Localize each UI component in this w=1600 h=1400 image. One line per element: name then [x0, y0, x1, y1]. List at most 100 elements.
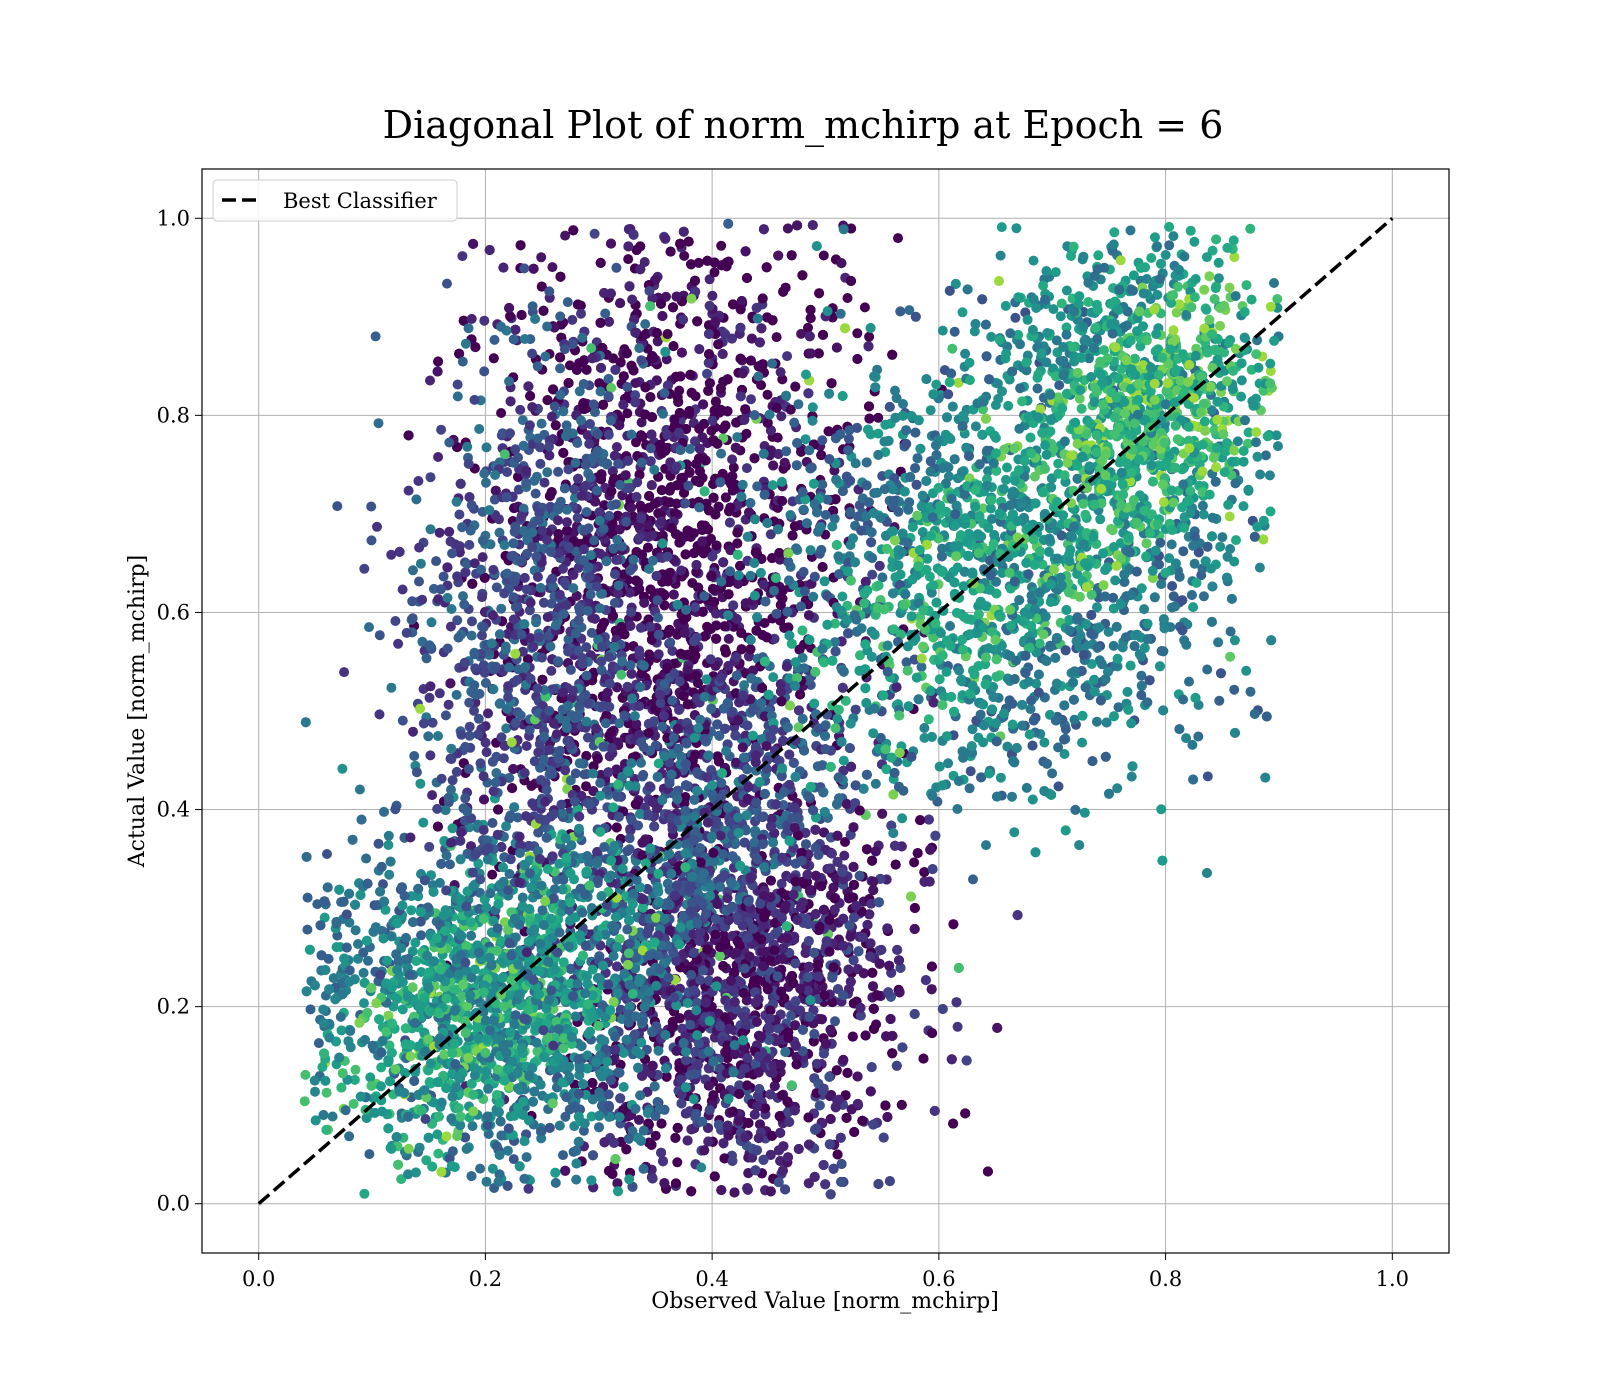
scatter-point — [684, 408, 695, 419]
scatter-point — [599, 617, 609, 628]
scatter-point — [717, 349, 728, 359]
scatter-point — [867, 569, 878, 580]
scatter-point — [694, 344, 705, 355]
scatter-point — [704, 349, 714, 360]
scatter-point — [623, 254, 634, 265]
scatter-point — [877, 808, 888, 819]
scatter-point — [826, 378, 837, 389]
scatter-point — [790, 381, 801, 392]
scatter-point — [759, 618, 770, 628]
scatter-point — [455, 478, 466, 489]
scatter-point — [735, 322, 746, 333]
scatter-point — [818, 250, 829, 261]
scatter-point — [662, 329, 673, 340]
scatter-point — [873, 412, 884, 423]
scatter-point — [770, 573, 781, 584]
scatter-point — [666, 522, 677, 533]
scatter-point — [708, 583, 718, 594]
scatter-point — [796, 328, 807, 339]
scatter-point — [864, 401, 874, 412]
scatter-point — [668, 589, 679, 600]
scatter-point — [547, 262, 558, 273]
scatter-point — [694, 443, 705, 454]
scatter-point — [650, 1130, 661, 1141]
scatter-point — [510, 324, 521, 335]
scatter-point — [683, 526, 694, 537]
scatter-point — [768, 460, 779, 471]
scatter-point — [720, 492, 731, 503]
scatter-point — [830, 1016, 840, 1027]
scatter-point — [757, 293, 768, 304]
scatter-point — [523, 381, 534, 392]
scatter-point — [731, 670, 742, 681]
scatter-point — [645, 301, 656, 312]
scatter-point — [874, 560, 885, 571]
scatter-point — [645, 456, 656, 467]
scatter-point — [804, 610, 814, 621]
scatter-point — [727, 454, 738, 465]
scatter-point — [445, 678, 456, 689]
scatter-point — [691, 560, 702, 570]
scatter-point — [842, 293, 853, 303]
scatter-point — [493, 804, 504, 815]
scatter-point — [702, 255, 713, 266]
scatter-point — [692, 316, 703, 327]
scatter-point — [698, 399, 709, 410]
scatter-point — [724, 517, 735, 528]
scatter-point — [781, 661, 792, 672]
scatter-point — [708, 492, 719, 503]
scatter-point — [651, 328, 662, 338]
scatter-point — [679, 250, 690, 261]
scatter-point — [620, 470, 631, 481]
scatter-point — [442, 562, 453, 573]
scatter-point — [737, 368, 748, 379]
scatter-point — [661, 291, 671, 302]
scatter-point — [751, 302, 762, 313]
scatter-point — [706, 425, 717, 436]
scatter-point — [776, 686, 786, 697]
scatter-point — [645, 392, 656, 403]
scatter-point — [625, 620, 636, 631]
scatter-point — [720, 647, 731, 658]
scatter-point — [782, 223, 793, 234]
scatter-point — [837, 682, 848, 693]
scatter-point — [555, 271, 566, 282]
scatter-point — [605, 288, 616, 299]
scatter-point — [664, 778, 675, 789]
scatter-point — [668, 302, 678, 313]
scatter-point — [621, 348, 632, 359]
scatter-point — [732, 527, 743, 538]
scatter-point — [761, 262, 772, 273]
scatter-point — [546, 487, 557, 498]
scatter-point — [636, 417, 647, 428]
scatter-point — [623, 455, 633, 466]
scatter-point — [525, 391, 536, 401]
scatter-point — [787, 530, 798, 541]
scatter-point — [715, 404, 726, 415]
scatter-point — [756, 323, 767, 334]
scatter-point — [647, 530, 658, 541]
scatter-point — [686, 387, 697, 398]
scatter-point — [647, 412, 657, 423]
scatter-point — [665, 246, 676, 257]
scatter-point — [707, 290, 718, 301]
scatter-point — [718, 557, 729, 568]
scatter-point — [723, 661, 734, 671]
scatter-point — [498, 262, 509, 273]
scatter-point — [893, 233, 903, 244]
scatter-point — [730, 442, 741, 453]
scatter-point — [805, 348, 816, 359]
scatter-point — [765, 529, 776, 540]
scatter-point — [516, 310, 527, 320]
scatter-point — [711, 633, 722, 644]
scatter-point — [656, 298, 666, 309]
scatter-point — [745, 644, 756, 655]
scatter-point — [624, 281, 635, 292]
scatter-point — [719, 621, 730, 632]
scatter-point — [606, 486, 617, 497]
scatter-point — [850, 704, 861, 715]
scatter-point — [622, 408, 633, 419]
scatter-point — [528, 263, 539, 274]
scatter-point — [746, 394, 756, 405]
